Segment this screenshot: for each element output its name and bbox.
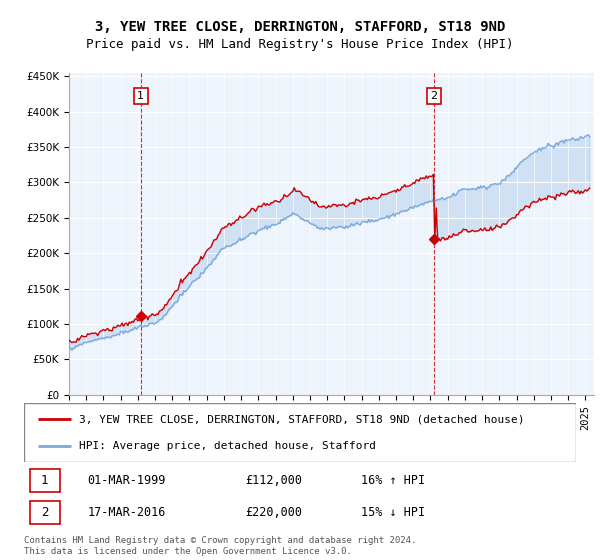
Text: £112,000: £112,000 — [245, 474, 302, 487]
Text: Contains HM Land Registry data © Crown copyright and database right 2024.
This d: Contains HM Land Registry data © Crown c… — [24, 536, 416, 556]
Text: 2: 2 — [431, 91, 437, 101]
Text: 2: 2 — [41, 506, 49, 519]
Text: £220,000: £220,000 — [245, 506, 302, 519]
Text: 17-MAR-2016: 17-MAR-2016 — [88, 506, 166, 519]
Text: 3, YEW TREE CLOSE, DERRINGTON, STAFFORD, ST18 9ND: 3, YEW TREE CLOSE, DERRINGTON, STAFFORD,… — [95, 20, 505, 34]
FancyBboxPatch shape — [24, 403, 576, 462]
FancyBboxPatch shape — [29, 469, 60, 492]
FancyBboxPatch shape — [29, 501, 60, 524]
Text: 15% ↓ HPI: 15% ↓ HPI — [361, 506, 425, 519]
Text: 1: 1 — [41, 474, 49, 487]
Text: 3, YEW TREE CLOSE, DERRINGTON, STAFFORD, ST18 9ND (detached house): 3, YEW TREE CLOSE, DERRINGTON, STAFFORD,… — [79, 414, 525, 424]
Text: HPI: Average price, detached house, Stafford: HPI: Average price, detached house, Staf… — [79, 441, 376, 451]
Text: 01-MAR-1999: 01-MAR-1999 — [88, 474, 166, 487]
Text: 1: 1 — [137, 91, 144, 101]
Text: 16% ↑ HPI: 16% ↑ HPI — [361, 474, 425, 487]
Text: Price paid vs. HM Land Registry's House Price Index (HPI): Price paid vs. HM Land Registry's House … — [86, 38, 514, 51]
